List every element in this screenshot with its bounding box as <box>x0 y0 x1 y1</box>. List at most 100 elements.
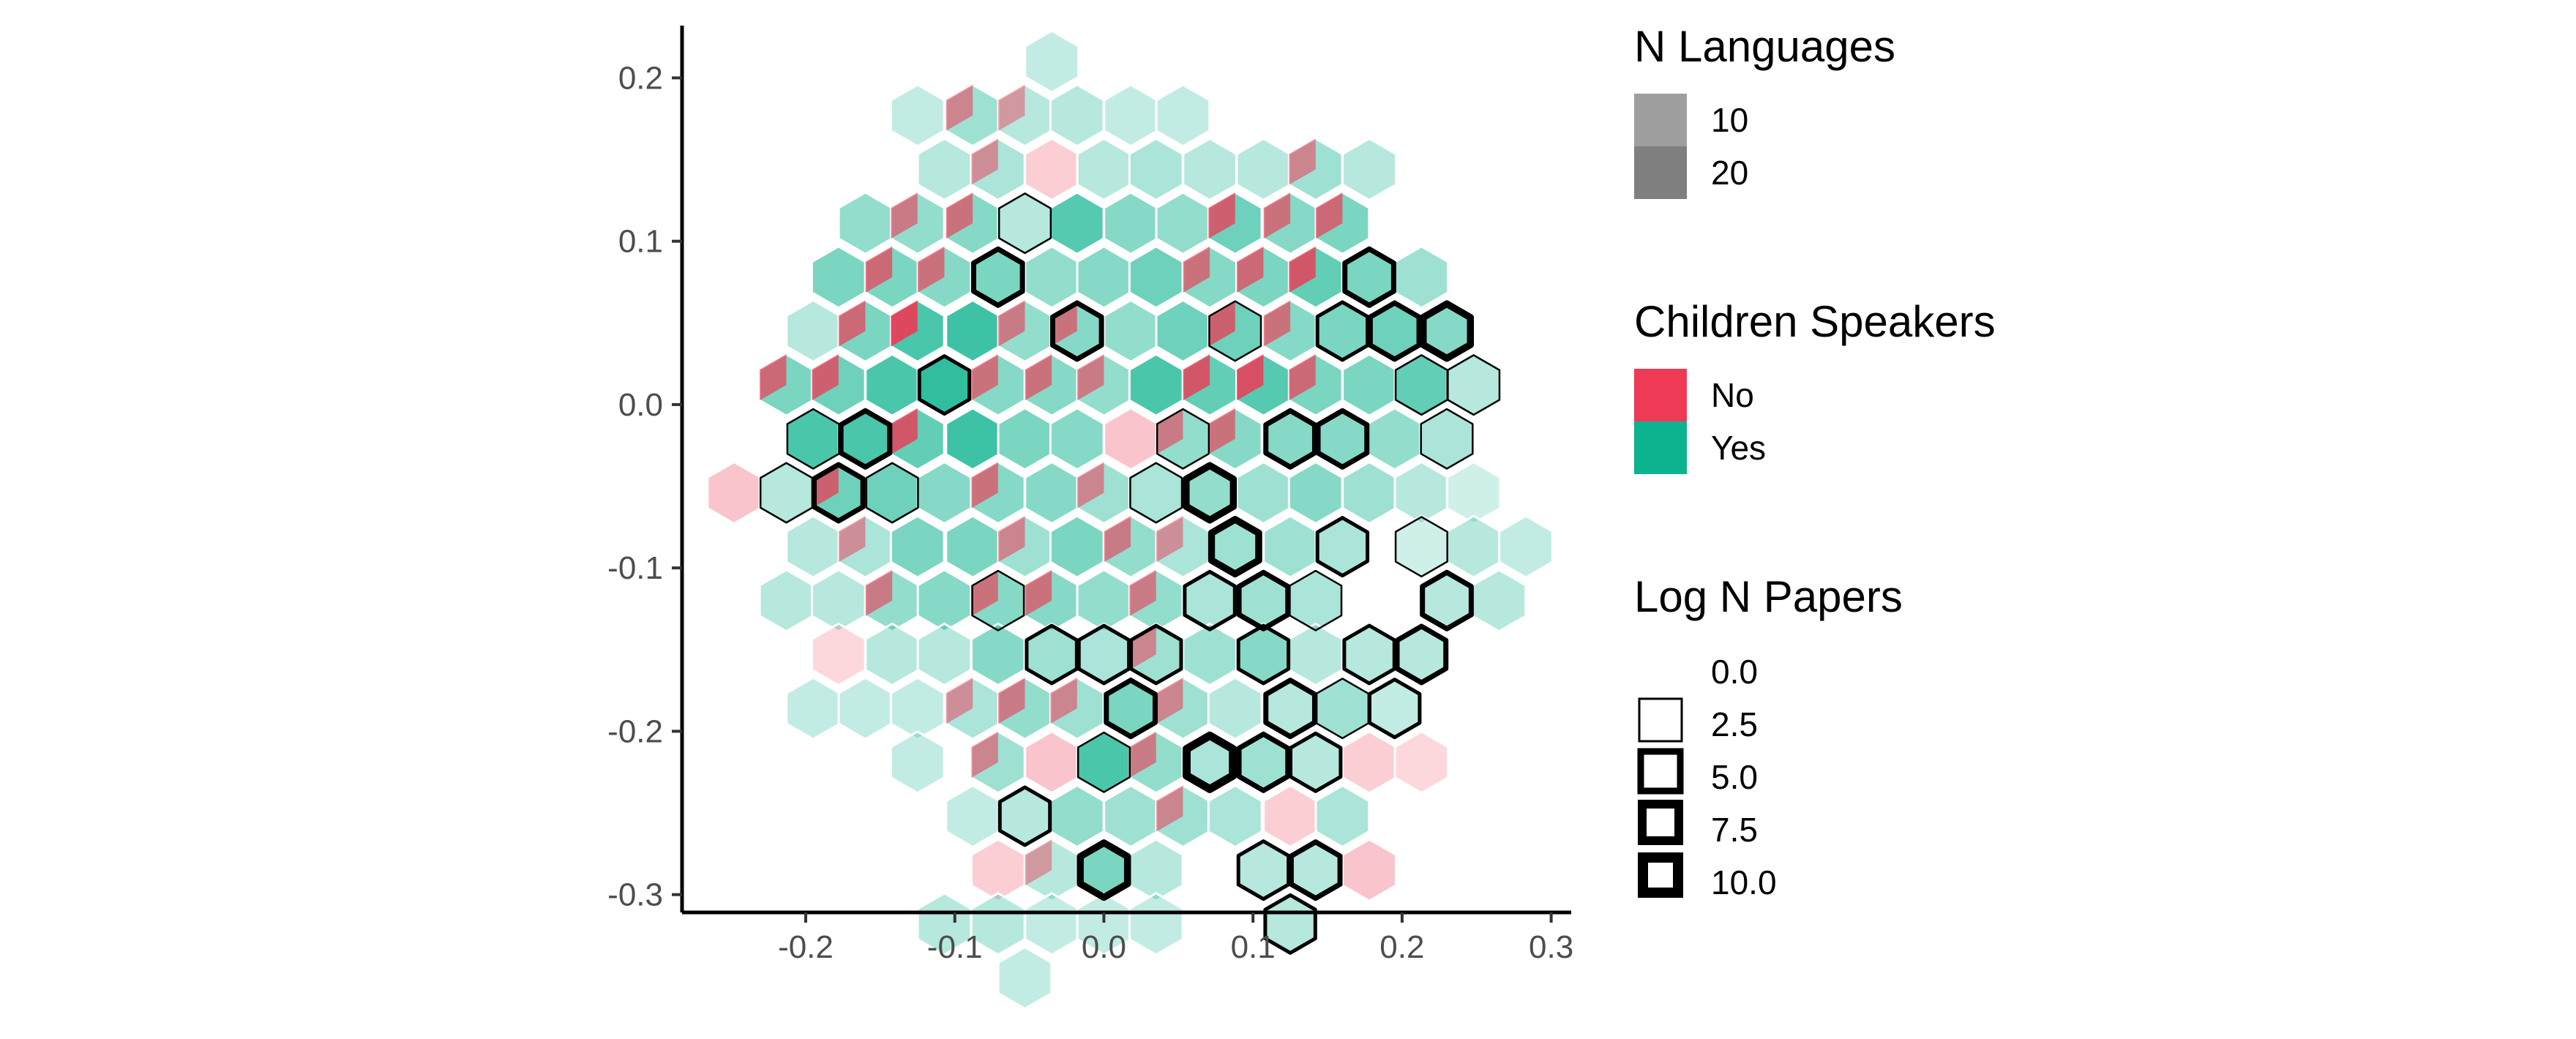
hex-fill <box>1393 245 1450 310</box>
hex-no-wedge <box>1025 569 1052 616</box>
hex-fill <box>997 407 1053 471</box>
hex-papers-outline <box>1104 678 1158 740</box>
hex-fill <box>1262 407 1318 471</box>
hex-cell <box>970 730 1026 795</box>
hex-cell <box>970 137 1026 202</box>
hex-cell <box>1182 245 1238 310</box>
hex-papers-outline <box>1263 893 1317 955</box>
hex-papers-outline <box>1208 516 1262 578</box>
hex-fill <box>916 569 973 633</box>
hex-cell <box>1262 514 1318 579</box>
hex-cell <box>1207 191 1263 255</box>
hex-cell <box>810 353 866 417</box>
hex-cell <box>1103 784 1158 849</box>
hex-cell <box>1287 569 1344 633</box>
hex-fill <box>1419 407 1475 471</box>
hex-papers-outline <box>1342 246 1396 308</box>
hex-fill <box>1393 514 1450 579</box>
hex-cell <box>1235 838 1292 902</box>
hex-no-wedge <box>1025 354 1052 401</box>
hex-cell <box>1076 137 1132 202</box>
hex-cell <box>864 622 921 687</box>
hex-fill <box>1103 299 1158 364</box>
hex-cell <box>1128 892 1184 956</box>
x-tick-label: 0.0 <box>1082 929 1126 965</box>
hex-cell <box>970 838 1026 902</box>
legend-key-log-papers-2-5 <box>1638 697 1683 743</box>
hex-fill <box>785 299 842 364</box>
hex-cell <box>1182 137 1238 202</box>
hex-cell <box>970 353 1026 417</box>
hex-fill <box>1155 83 1211 148</box>
hex-cell <box>1262 299 1318 364</box>
hex-fill <box>1287 460 1344 525</box>
legend-label-log-papers-10-0: 10.0 <box>1711 863 1777 901</box>
hex-cell <box>1498 514 1554 579</box>
hex-fill <box>945 784 1001 849</box>
hex-papers-outline <box>811 462 866 524</box>
hex-fill <box>1076 245 1132 310</box>
hex-fill <box>1155 299 1211 364</box>
legend-title-n-languages: N Languages <box>1634 22 1895 71</box>
hex-cell <box>945 514 1001 579</box>
hex-cell <box>1182 460 1238 525</box>
hex-fill <box>970 622 1026 687</box>
hex-cell <box>916 353 973 417</box>
hex-papers-outline <box>1263 678 1317 740</box>
hex-cell <box>785 676 842 740</box>
hex-fill <box>1287 838 1344 902</box>
hex-papers-outline <box>1394 623 1449 686</box>
hex-papers-outline <box>1236 623 1291 686</box>
hex-fill <box>1024 245 1080 310</box>
legend: N Languages 10 20 Children Speakers No Y… <box>1634 22 1996 901</box>
hex-papers-outline <box>1420 569 1474 631</box>
hex-cell <box>889 191 946 255</box>
hex-cell <box>1262 191 1318 255</box>
hex-fill <box>1182 569 1238 633</box>
hex-cell <box>1262 407 1318 471</box>
hex-cell <box>1049 676 1105 740</box>
hex-papers-outline <box>971 569 1025 631</box>
legend-label-n-languages-20: 20 <box>1711 154 1748 192</box>
hex-papers-outline <box>1156 408 1210 470</box>
hex-cell <box>1341 137 1397 202</box>
hex-cell <box>1314 191 1371 255</box>
hex-papers-outline <box>1420 408 1474 470</box>
hex-fill <box>916 622 973 687</box>
legend-key-log-papers-5-0 <box>1637 748 1684 795</box>
hex-cell <box>1419 569 1475 633</box>
hex-cell <box>1287 137 1344 202</box>
hex-fill <box>810 245 866 310</box>
hex-papers-outline <box>1263 408 1317 470</box>
hex-cell <box>758 460 815 525</box>
hex-cell <box>1366 299 1423 364</box>
hex-cell <box>1393 245 1450 310</box>
hex-fill <box>1235 838 1292 902</box>
hex-fill <box>837 407 894 471</box>
hex-cell <box>916 569 973 633</box>
hex-fill <box>810 569 866 633</box>
hex-cell <box>889 407 946 471</box>
hex-papers-outline <box>1182 731 1238 793</box>
y-tick-label: -0.3 <box>607 877 663 913</box>
hex-no-wedge <box>1050 678 1077 724</box>
y-tick-label: -0.2 <box>607 713 663 749</box>
legend-label-children-yes: Yes <box>1711 429 1766 467</box>
hex-fill <box>1341 838 1397 902</box>
hex-cell <box>1024 245 1080 310</box>
hex-cell <box>1103 407 1158 471</box>
hex-papers-outline <box>917 354 972 416</box>
hex-cell <box>1341 245 1397 310</box>
hex-no-wedge <box>865 246 893 293</box>
hex-fill <box>1314 784 1371 849</box>
hex-papers-outline <box>1077 731 1131 793</box>
hex-cell <box>1207 299 1263 364</box>
legend-label-log-papers-2-5: 2.5 <box>1711 705 1758 743</box>
hex-cell <box>1287 622 1344 687</box>
hex-cell <box>1341 730 1397 795</box>
x-tick-label: 0.3 <box>1529 929 1573 965</box>
hex-cell <box>810 569 866 633</box>
hex-cell <box>945 299 1001 364</box>
hex-cell <box>1128 730 1184 795</box>
hex-no-wedge <box>865 569 893 616</box>
